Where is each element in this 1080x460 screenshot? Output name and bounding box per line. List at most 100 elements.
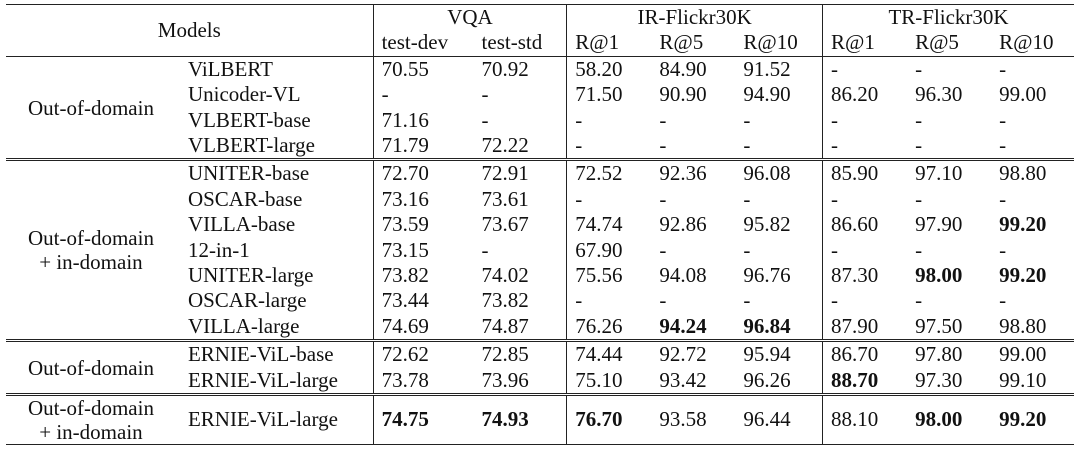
group-label-line: + in-domain: [39, 420, 143, 445]
subcol-header: test-std: [481, 30, 543, 55]
metric-cell: 73.82: [481, 288, 529, 313]
subcol-header: R@1: [566, 30, 652, 57]
metric-cell: 71.50: [566, 82, 652, 108]
metric-cell: 91.52: [735, 55, 823, 83]
metric-cell: 72.85: [473, 339, 567, 368]
table-row: OSCAR-base 73.16 73.61- - - - - -: [6, 186, 1074, 213]
metric-cell: -: [822, 237, 908, 264]
metric-cell: -: [915, 288, 923, 313]
metric-cell: 70.55: [372, 55, 474, 83]
metric-cell: 99.20: [999, 263, 1047, 288]
metric-cell: 73.96: [481, 367, 529, 392]
metric-cell: 99.10: [999, 367, 1047, 392]
metric-cell: -: [999, 133, 1007, 158]
metric-cell: 73.15: [372, 237, 474, 264]
metric-cell: -: [566, 133, 652, 160]
table-row: VLBERT-base 71.16- - - - - - -: [6, 107, 1074, 134]
subcol-header: R@10: [999, 30, 1054, 55]
metric-cell: -: [822, 288, 908, 314]
group-label: Out-of-domain + in-domain: [6, 393, 176, 446]
metric-cell: 58.20: [566, 55, 652, 83]
metric-cell: 96.44: [735, 393, 823, 446]
metric-cell: 93.58: [651, 393, 736, 446]
metric-cell: 72.70: [372, 158, 474, 187]
subcol-header: R@10: [743, 30, 798, 55]
group-label: Out-of-domain: [6, 55, 176, 160]
metric-cell: -: [999, 186, 1007, 211]
model-name: VLBERT-large: [187, 133, 315, 158]
table-row: ERNIE-ViL-large 73.78 73.96 75.10 93.42 96.26…: [6, 367, 1074, 395]
table-row: VLBERT-large 71.79 72.22- - - - - -: [6, 133, 1074, 160]
metric-cell: 99.00: [999, 82, 1047, 107]
metric-cell: 97.30: [915, 367, 963, 392]
metric-cell: -: [481, 82, 489, 107]
metric-cell: -: [743, 107, 751, 132]
metric-cell: 97.80: [907, 339, 992, 368]
metric-cell: -: [743, 133, 751, 158]
table-row: Out-of-domain + in-domain ERNIE-ViL-large 7…: [6, 393, 1074, 446]
metric-cell: 73.82: [372, 263, 474, 289]
metric-cell: 95.94: [735, 339, 823, 368]
model-name: VILLA-base: [187, 212, 296, 237]
metric-cell: -: [659, 133, 667, 158]
metric-cell: 75.10: [566, 367, 652, 395]
metric-cell: 73.59: [372, 212, 474, 238]
metric-cell: -: [907, 55, 992, 83]
metric-cell: -: [999, 288, 1007, 313]
metric-cell: 74.74: [566, 212, 652, 238]
metric-cell: 96.30: [915, 82, 963, 107]
metric-cell: 86.70: [822, 339, 908, 368]
model-name: UNITER-large: [187, 263, 314, 288]
metric-cell: 92.72: [651, 339, 736, 368]
metric-cell: 98.80: [991, 158, 1074, 187]
metric-cell: -: [915, 237, 923, 262]
metric-cell: 94.24: [659, 313, 707, 338]
group-label-line: Out-of-domain: [27, 396, 154, 421]
metric-cell: -: [822, 55, 908, 83]
metric-cell: 88.70: [822, 367, 908, 395]
model-name: ViLBERT: [175, 55, 374, 83]
model-name: ERNIE-ViL-large: [187, 367, 338, 392]
metric-cell: 98.00: [907, 393, 992, 446]
metric-cell: 84.90: [651, 55, 736, 83]
group-label-line: Out-of-domain: [27, 226, 154, 251]
metric-cell: 87.30: [822, 263, 908, 289]
table-row: Out-of-domain ViLBERT 70.55 70.92 58.20 84.90…: [6, 55, 1074, 160]
metric-cell: 90.90: [659, 82, 707, 107]
metric-cell: 99.20: [991, 393, 1074, 446]
metric-cell: 96.84: [743, 313, 791, 338]
metric-cell: 71.79: [372, 133, 474, 160]
model-name: ERNIE-ViL-base: [175, 339, 374, 368]
metric-cell: 72.91: [473, 158, 567, 187]
subcol-header: R@5: [659, 30, 704, 55]
metric-cell: 95.82: [743, 212, 791, 237]
metric-cell: 96.76: [743, 263, 791, 288]
metric-cell: 74.69: [372, 313, 474, 341]
metric-cell: -: [743, 288, 751, 313]
header-row-main: Models VQA IR-Flickr30K TR-Flickr30K: [6, 4, 1074, 57]
table-row: 12-in-1 73.15-67.90- - - - -: [6, 237, 1074, 264]
metric-cell: 88.10: [822, 393, 908, 446]
metric-cell: -: [991, 55, 1074, 83]
metric-cell: 94.90: [743, 82, 791, 107]
metric-cell: 86.60: [822, 212, 908, 238]
metric-cell: -: [915, 186, 923, 211]
group-label-line: Out-of-domain: [27, 355, 154, 380]
table-row: Unicoder-VL - - 71.50 90.90 94.90 86.20 96.30 99…: [6, 82, 1074, 108]
group-label-line: + in-domain: [39, 250, 143, 275]
model-name: 12-in-1: [187, 237, 250, 262]
model-name: VILLA-large: [187, 313, 300, 338]
metric-cell: 92.86: [659, 212, 707, 237]
metric-cell: -: [659, 237, 667, 262]
metric-cell: 73.44: [372, 288, 474, 314]
metric-cell: 73.67: [481, 212, 529, 237]
metric-cell: 97.90: [915, 212, 963, 237]
results-table: Models VQA IR-Flickr30K TR-Flickr30K tes…: [6, 4, 1074, 446]
metric-cell: 98.00: [915, 263, 963, 288]
metric-cell: 76.26: [566, 313, 652, 341]
subcol-header: R@1: [822, 30, 908, 57]
header-row-sub: test-dev test-std R@1 R@5 R@10 R@1 R@5 R…: [6, 30, 1074, 57]
metric-cell: 73.16: [372, 186, 474, 213]
metric-cell: -: [372, 82, 474, 108]
metric-cell: 76.70: [566, 393, 652, 446]
